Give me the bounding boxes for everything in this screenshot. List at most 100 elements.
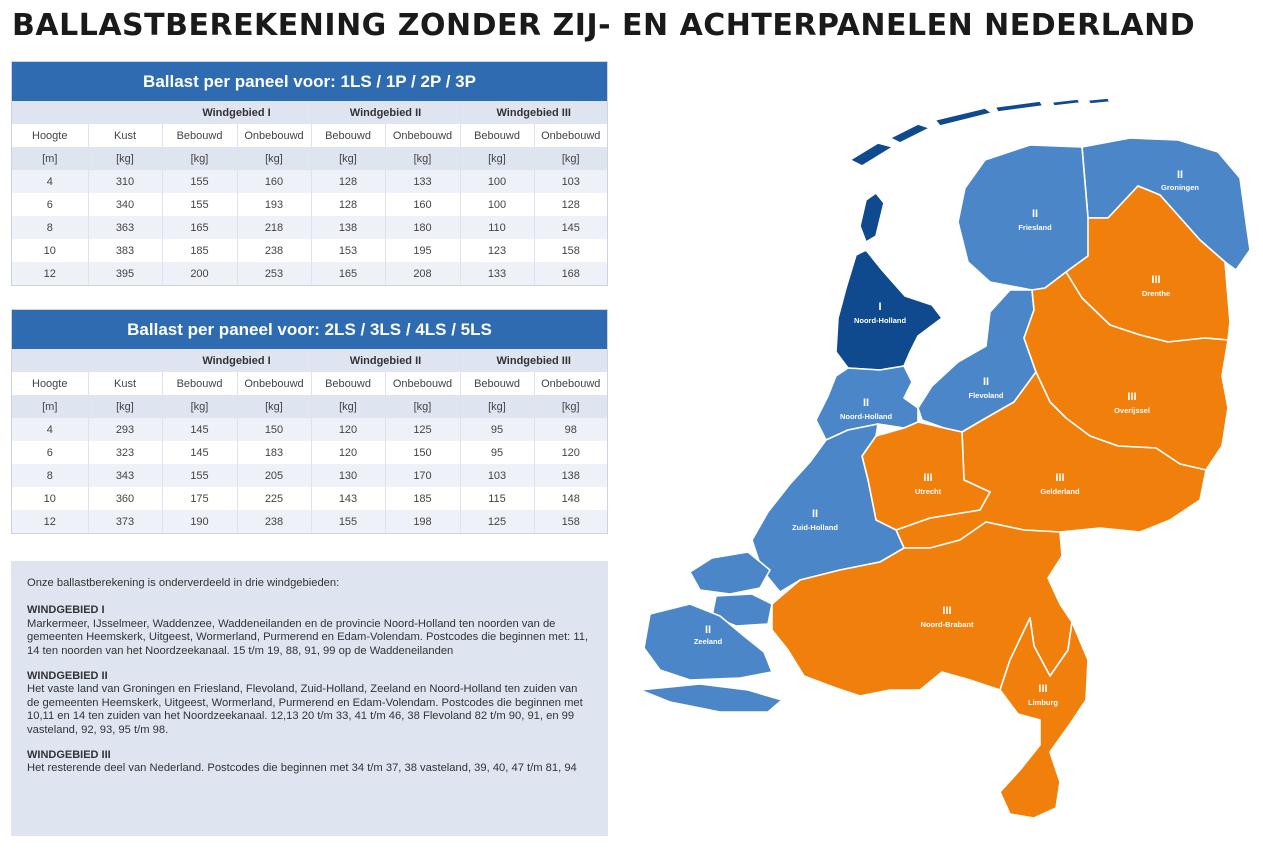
unit-row: [m] [kg] [kg] [kg] [kg] [kg] [kg] [kg] — [12, 147, 607, 170]
page-title: BALLASTBEREKENING ZONDER ZIJ- EN ACHTERP… — [12, 8, 1196, 43]
table-cell: 120 — [534, 441, 607, 464]
map-province-label: Noord-Holland — [854, 316, 906, 325]
table-cell: 95 — [460, 418, 535, 441]
table-cell: 190 — [162, 510, 238, 533]
map-province-label: Zeeland — [694, 637, 723, 646]
table-cell: 8 — [12, 464, 89, 487]
map-province-label: Friesland — [1018, 223, 1052, 232]
column-header: Bebouwd — [162, 372, 238, 395]
unit-cell: [kg] — [534, 395, 607, 418]
netherlands-wind-zone-map: II Groningen II Friesland III Drenthe I … — [630, 90, 1263, 830]
region-zeeland — [689, 551, 771, 595]
column-header: Kust — [88, 124, 163, 147]
table-cell: 155 — [162, 464, 238, 487]
table-cell: 323 — [88, 441, 163, 464]
table-cell: 175 — [162, 487, 238, 510]
table-cell: 10 — [12, 487, 89, 510]
table-cell: 145 — [534, 216, 607, 239]
table-cell: 158 — [534, 239, 607, 262]
table-row: 10 360 175 225 143 185 115 148 — [12, 487, 607, 510]
column-header-row: Hoogte Kust Bebouwd Onbebouwd Bebouwd On… — [12, 372, 607, 395]
table-row: 4 293 145 150 120 125 95 98 — [12, 418, 607, 441]
map-roman-label: I — [878, 301, 881, 313]
table-cell: 6 — [12, 441, 89, 464]
map-province-label: Noord-Brabant — [921, 620, 974, 629]
map-roman-label: II — [705, 624, 711, 636]
zone-header-row: Windgebied I Windgebied II Windgebied II… — [12, 349, 607, 372]
column-header: Bebouwd — [311, 124, 386, 147]
map-labels: II Groningen II Friesland III Drenthe I … — [694, 169, 1200, 707]
table-cell: 208 — [385, 262, 461, 285]
table-cell: 138 — [534, 464, 607, 487]
table-cell: 115 — [460, 487, 535, 510]
column-header: Onbebouwd — [534, 124, 607, 147]
unit-cell: [kg] — [385, 147, 461, 170]
table-cell: 373 — [88, 510, 163, 533]
column-header: Onbebouwd — [385, 124, 461, 147]
table-cell: 133 — [385, 170, 461, 193]
table-cell: 150 — [237, 418, 312, 441]
netherlands-map-svg: II Groningen II Friesland III Drenthe I … — [639, 97, 1251, 819]
zone-3-heading: WINDGEBIED III — [27, 749, 111, 762]
table-cell: 195 — [385, 239, 461, 262]
zone-header-row: Windgebied I Windgebied II Windgebied II… — [12, 101, 607, 124]
map-roman-label: II — [1032, 208, 1038, 220]
map-province-label: Drenthe — [1142, 289, 1170, 298]
table-cell: 238 — [237, 239, 312, 262]
map-province-label: Gelderland — [1040, 487, 1080, 496]
table-cell: 198 — [385, 510, 461, 533]
table-cell: 150 — [385, 441, 461, 464]
unit-row: [m] [kg] [kg] [kg] [kg] [kg] [kg] [kg] — [12, 395, 607, 418]
column-header: Bebouwd — [460, 372, 535, 395]
table-cell: 98 — [534, 418, 607, 441]
zone-header-2: Windgebied II — [311, 349, 461, 372]
map-province-label: Groningen — [1161, 183, 1199, 192]
table-row: 12 395 200 253 165 208 133 168 — [12, 262, 607, 285]
ballast-table-grid: Windgebied I Windgebied II Windgebied II… — [12, 101, 607, 285]
unit-cell: [kg] — [88, 395, 163, 418]
table-title: Ballast per paneel voor: 1LS / 1P / 2P /… — [12, 62, 607, 101]
region-zeeland — [643, 603, 773, 681]
column-header: Onbebouwd — [385, 372, 461, 395]
zone-1-heading: WINDGEBIED I — [27, 604, 105, 617]
table-cell: 12 — [12, 262, 89, 285]
table-row: 8 363 165 218 138 180 110 145 — [12, 216, 607, 239]
unit-cell: [kg] — [311, 147, 386, 170]
table-cell: 153 — [311, 239, 386, 262]
zone-header-1: Windgebied I — [162, 101, 312, 124]
table-body: 4 293 145 150 120 125 95 98 6 323 145 183 120 150 95 1… — [12, 418, 607, 533]
table-cell: 4 — [12, 170, 89, 193]
table-cell: 130 — [311, 464, 386, 487]
map-roman-label: III — [1055, 472, 1064, 484]
info-intro: Onze ballastberekening is onderverdeeld … — [27, 577, 340, 589]
table-cell: 120 — [311, 441, 386, 464]
table-cell: 120 — [311, 418, 386, 441]
table-cell: 8 — [12, 216, 89, 239]
table-cell: 128 — [534, 193, 607, 216]
ballast-table-2: Ballast per paneel voor: 2LS / 3LS / 4LS… — [11, 309, 608, 534]
unit-cell: [m] — [12, 147, 89, 170]
map-province-label: Overijssel — [1114, 406, 1150, 415]
table-cell: 360 — [88, 487, 163, 510]
wadden-island — [889, 123, 931, 144]
map-province-label: Noord-Holland — [840, 412, 892, 421]
map-roman-label: III — [1151, 274, 1160, 286]
table-cell: 168 — [534, 262, 607, 285]
table-cell: 133 — [460, 262, 535, 285]
unit-cell: [kg] — [162, 147, 238, 170]
table-cell: 180 — [385, 216, 461, 239]
column-header: Hoogte — [12, 124, 89, 147]
column-header: Bebouwd — [311, 372, 386, 395]
map-roman-label: III — [1127, 391, 1136, 403]
table-body: 4 310 155 160 128 133 100 103 6 340 155 193 128 160 1… — [12, 170, 607, 285]
table-cell: 395 — [88, 262, 163, 285]
map-province-label: Zuid-Holland — [792, 523, 838, 532]
table-cell: 4 — [12, 418, 89, 441]
table-cell: 310 — [88, 170, 163, 193]
region-noord-holland-north — [835, 249, 943, 371]
table-cell: 165 — [311, 262, 386, 285]
table-cell: 110 — [460, 216, 535, 239]
table-cell: 100 — [460, 170, 535, 193]
table-cell: 100 — [460, 193, 535, 216]
table-cell: 205 — [237, 464, 312, 487]
